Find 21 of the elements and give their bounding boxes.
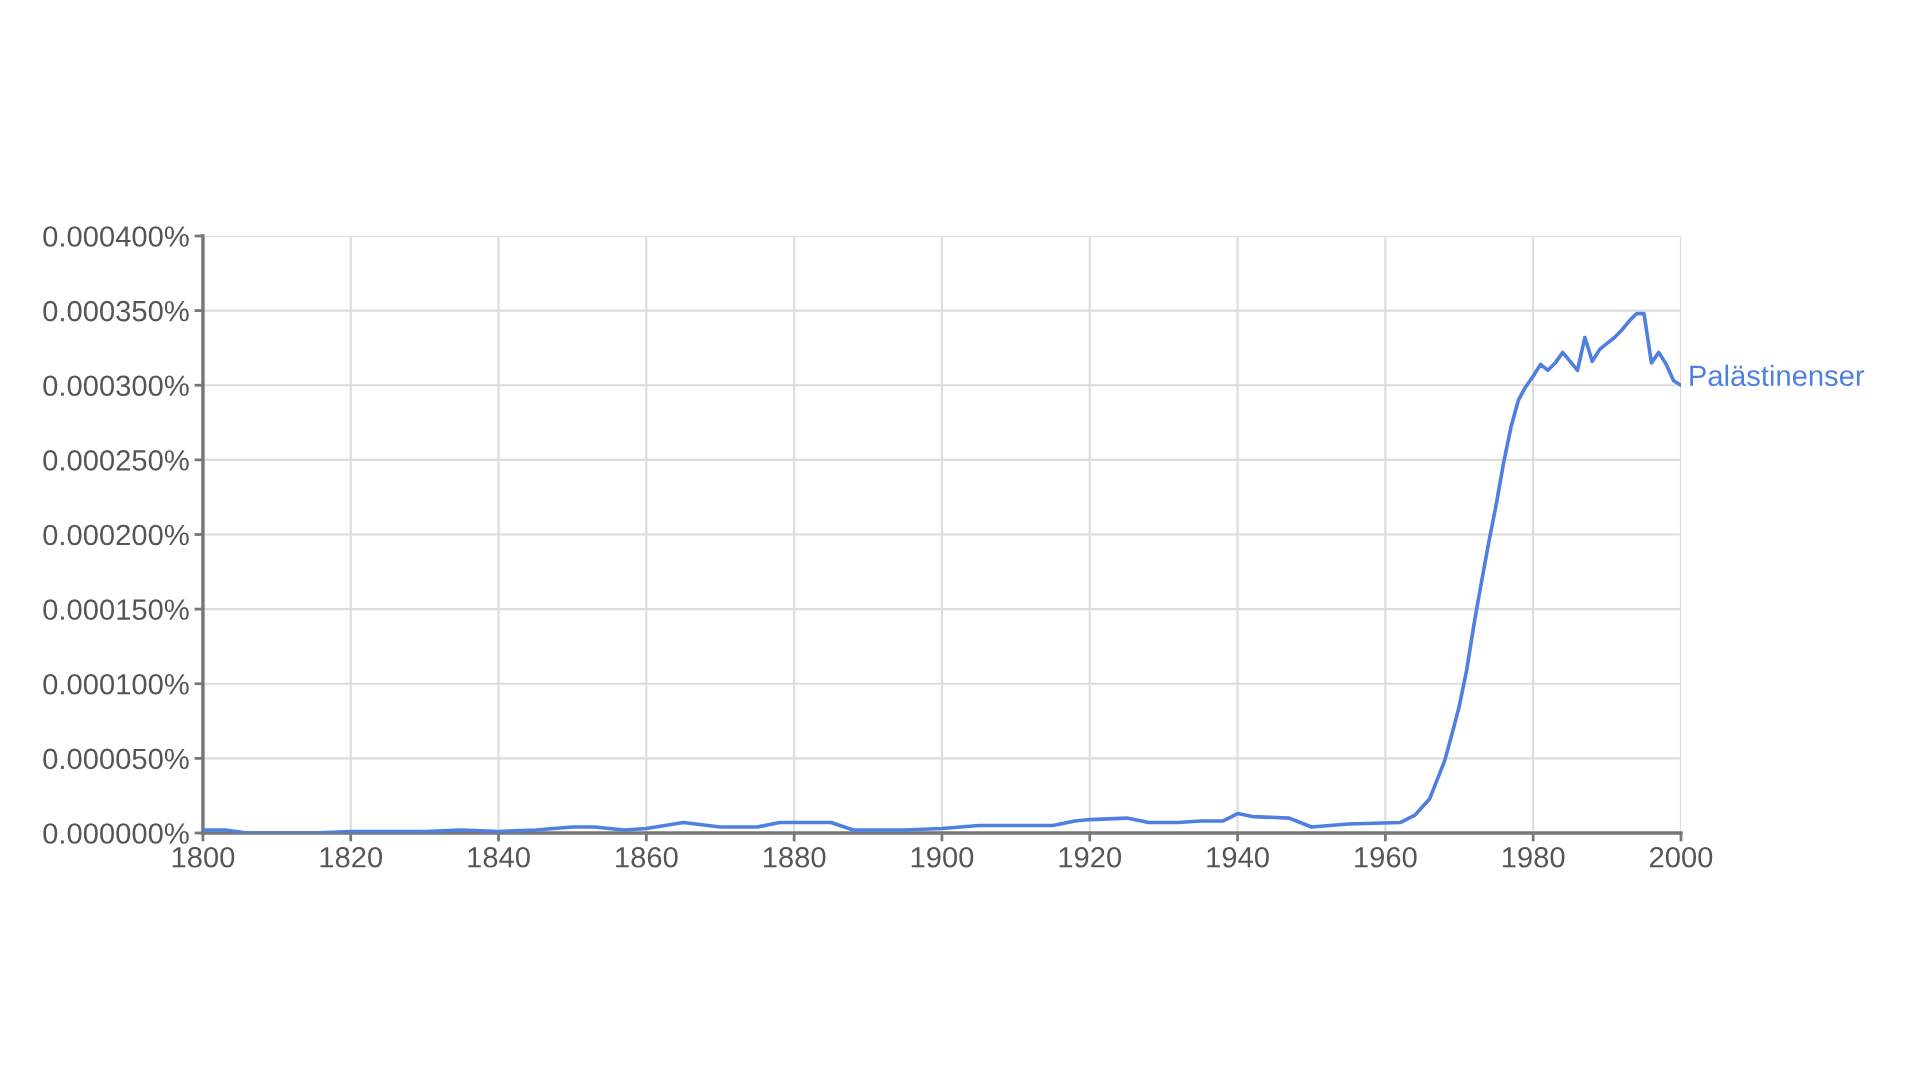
y-tick-label: 0.000100% [43, 673, 189, 695]
x-tick-label: 1960 [1355, 846, 1417, 868]
x-tick-label: 1920 [1059, 846, 1122, 868]
y-tick-label: 0.000000% [43, 823, 189, 844]
series-label: Palästinenser [1690, 364, 1865, 387]
x-tick-label: 1940 [1207, 846, 1269, 868]
x-tick-label: 1840 [468, 846, 530, 868]
x-tick-label: 1900 [911, 846, 974, 868]
x-tick-label: 1800 [172, 846, 235, 868]
y-tick-label: 0.000400% [43, 226, 189, 247]
x-tick-label: 2000 [1649, 846, 1713, 868]
y-tick-label: 0.000250% [43, 450, 189, 471]
x-tick-label: 1860 [616, 846, 678, 868]
y-tick-label: 0.000050% [43, 748, 189, 770]
y-tick-label: 0.000350% [43, 300, 189, 322]
y-tick-label: 0.000150% [43, 599, 189, 620]
x-tick-label: 1880 [763, 846, 826, 868]
y-tick-label: 0.000300% [43, 375, 189, 397]
x-tick-label: 1820 [320, 846, 383, 868]
x-tick-label: 1980 [1502, 846, 1565, 868]
y-tick-label: 0.000200% [43, 524, 189, 546]
